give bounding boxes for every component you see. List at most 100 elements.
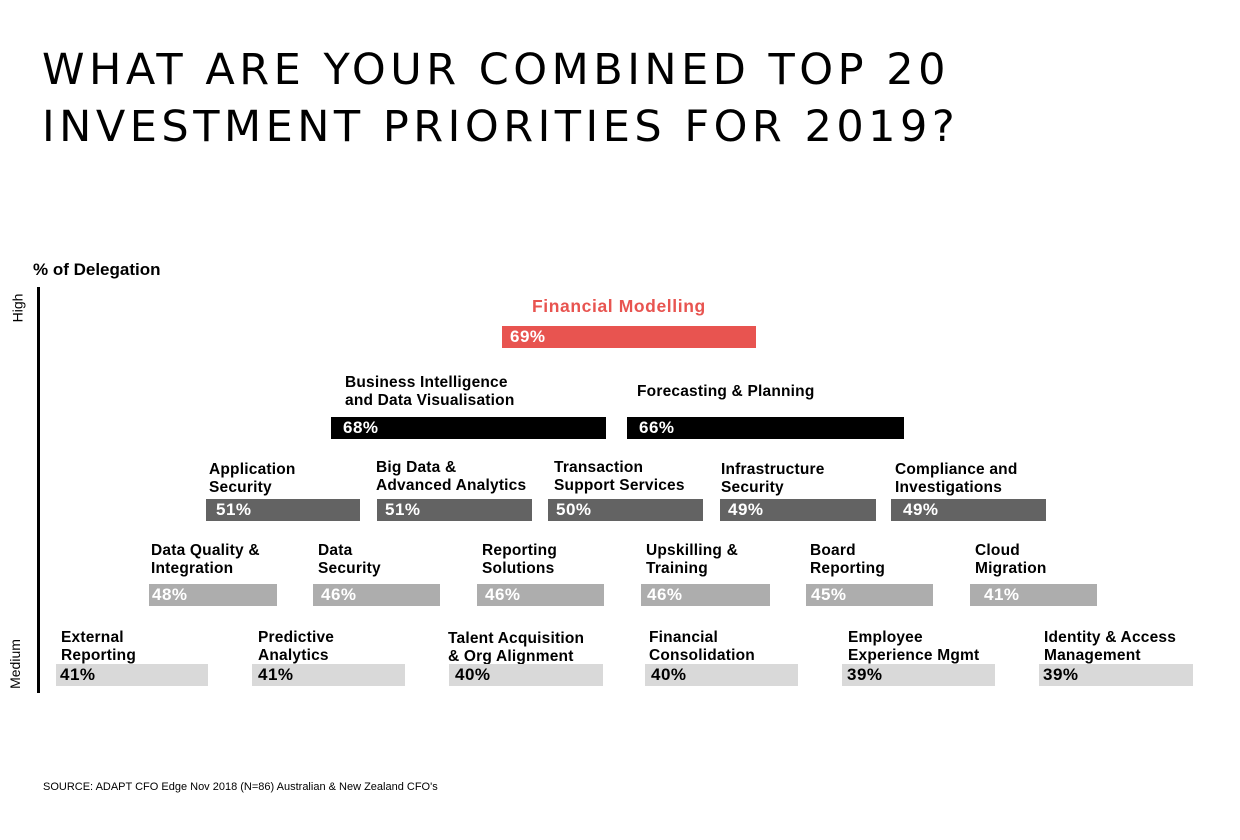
value-label-upskilling-and-training: 46% — [647, 585, 683, 604]
value-label-employee-experience-mgmt: 39% — [847, 665, 883, 684]
category-label-cloud-migration: Cloud Migration — [975, 542, 1047, 578]
category-label-line: Big Data & — [376, 459, 457, 476]
category-label-line: Security — [209, 479, 272, 496]
category-label-line: Board — [810, 542, 856, 559]
category-label-business-intelligence-and-data-visualisation: Business Intelligence and Data Visualisat… — [345, 374, 515, 410]
value-label-talent-acquisition-and-org-alignment: 40% — [455, 665, 491, 684]
bar-data-quality-and-integration — [149, 584, 277, 606]
bar-cloud-migration — [970, 584, 1097, 606]
value-label-transaction-support-services: 50% — [556, 500, 592, 519]
value-label-financial-modelling: 69% — [510, 327, 546, 346]
category-label-line: Solutions — [482, 560, 555, 577]
bar-external-reporting — [56, 664, 208, 686]
value-label-reporting-solutions: 46% — [485, 585, 521, 604]
category-label-line: Talent Acquisition — [448, 630, 585, 647]
value-label-business-intelligence-and-data-visualisation: 68% — [343, 418, 379, 437]
bar-forecasting-and-planning — [627, 417, 904, 439]
category-label-line: Data Quality & — [151, 542, 260, 559]
value-label-application-security: 51% — [216, 500, 252, 519]
category-label-forecasting-and-planning: Forecasting & Planning — [637, 383, 815, 401]
category-label-line: Application — [209, 461, 296, 478]
chart-title-line-1: WHAT ARE YOUR COMBINED TOP 20 — [42, 45, 950, 95]
category-label-line: Advanced Analytics — [376, 477, 527, 494]
category-label-line: Upskilling & — [646, 542, 738, 559]
category-label-compliance-and-investigations: Compliance and Investigations — [895, 461, 1018, 497]
category-label-line: Consolidation — [649, 647, 755, 664]
category-label-line: Data — [318, 542, 353, 559]
category-label-line: Management — [1044, 647, 1141, 664]
y-level-medium: Medium — [6, 639, 23, 689]
category-label-line: Training — [646, 560, 708, 577]
category-label-line: Compliance and — [895, 461, 1018, 478]
value-label-data-quality-and-integration: 48% — [152, 585, 188, 604]
bar-financial-consolidation — [645, 664, 798, 686]
category-label-upskilling-and-training: Upskilling & Training — [646, 542, 738, 578]
value-label-cloud-migration: 41% — [984, 585, 1020, 604]
chart-title-line-2: INVESTMENT PRIORITIES FOR 2019? — [42, 102, 960, 152]
category-label-infrastructure-security: Infrastructure Security — [721, 461, 825, 497]
bar-infrastructure-security — [720, 499, 876, 521]
category-label-line: Migration — [975, 560, 1047, 577]
bar-board-reporting — [806, 584, 933, 606]
category-label-line: Reporting — [61, 647, 136, 664]
y-axis-line — [37, 287, 40, 693]
bar-data-security — [313, 584, 440, 606]
bar-identity-and-access-management — [1039, 664, 1193, 686]
category-label-line: Forecasting & Planning — [637, 383, 815, 400]
category-label-line: Integration — [151, 560, 234, 577]
category-label-line: Predictive — [258, 629, 335, 646]
category-label-board-reporting: Board Reporting — [810, 542, 885, 578]
category-label-transaction-support-services: Transaction Support Services — [554, 459, 685, 495]
chart-title: WHAT ARE YOUR COMBINED TOP 20 INVESTMENT… — [42, 42, 1142, 156]
category-label-reporting-solutions: Reporting Solutions — [482, 542, 557, 578]
category-label-line: Identity & Access — [1044, 629, 1177, 646]
category-label-line: Financial — [649, 629, 718, 646]
category-label-line: Analytics — [258, 647, 329, 664]
category-label-line: Infrastructure — [721, 461, 825, 478]
category-label-line: Reporting — [810, 560, 885, 577]
value-label-data-security: 46% — [321, 585, 357, 604]
value-label-compliance-and-investigations: 49% — [903, 500, 939, 519]
value-label-forecasting-and-planning: 66% — [639, 418, 675, 437]
category-label-financial-consolidation: Financial Consolidation — [649, 629, 755, 665]
category-label-line: Experience Mgmt — [848, 647, 980, 664]
category-label-data-quality-and-integration: Data Quality & Integration — [151, 542, 260, 578]
category-label-line: Support Services — [554, 477, 685, 494]
bar-big-data-and-advanced-analytics — [377, 499, 532, 521]
category-label-financial-modelling: Financial Modelling — [532, 297, 706, 315]
category-label-identity-and-access-management: Identity & Access Management — [1044, 629, 1176, 665]
category-label-line: Security — [721, 479, 784, 496]
bar-predictive-analytics — [252, 664, 405, 686]
category-label-line: Investigations — [895, 479, 1003, 496]
value-label-identity-and-access-management: 39% — [1043, 665, 1079, 684]
y-level-high: High — [9, 293, 26, 323]
bar-talent-acquisition-and-org-alignment — [449, 664, 603, 686]
bar-transaction-support-services — [548, 499, 703, 521]
source-note: SOURCE: ADAPT CFO Edge Nov 2018 (N=86) A… — [43, 781, 438, 793]
category-label-employee-experience-mgmt: Employee Experience Mgmt — [848, 629, 979, 665]
bar-upskilling-and-training — [641, 584, 770, 606]
value-label-external-reporting: 41% — [60, 665, 96, 684]
category-label-line: Security — [318, 560, 381, 577]
bar-business-intelligence-and-data-visualisation — [331, 417, 606, 439]
category-label-line: and Data Visualisation — [345, 392, 515, 409]
bar-reporting-solutions — [477, 584, 604, 606]
y-axis-label: % of Delegation — [33, 260, 161, 279]
category-label-line: Employee — [848, 629, 923, 646]
category-label-external-reporting: External Reporting — [61, 629, 136, 665]
value-label-big-data-and-advanced-analytics: 51% — [385, 500, 421, 519]
bar-application-security — [206, 499, 360, 521]
category-label-line: Reporting — [482, 542, 557, 559]
bar-compliance-and-investigations — [891, 499, 1046, 521]
value-label-board-reporting: 45% — [811, 585, 847, 604]
category-label-line: External — [61, 629, 124, 646]
value-label-financial-consolidation: 40% — [651, 665, 687, 684]
category-label-line: Cloud — [975, 542, 1020, 559]
category-label-line: Business Intelligence — [345, 374, 508, 391]
category-label-line: & Org Alignment — [448, 648, 574, 665]
bar-financial-modelling — [502, 326, 756, 348]
value-label-infrastructure-security: 49% — [728, 500, 764, 519]
category-label-line: Financial Modelling — [532, 296, 706, 316]
value-label-predictive-analytics: 41% — [258, 665, 294, 684]
category-label-big-data-and-advanced-analytics: Big Data & Advanced Analytics — [376, 459, 526, 495]
